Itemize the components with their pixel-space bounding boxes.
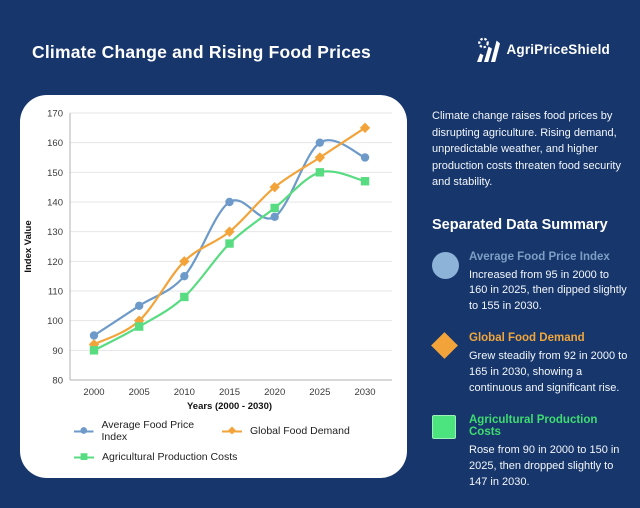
svg-text:80: 80: [52, 376, 63, 387]
legend-item-food-demand: Global Food Demand: [220, 425, 350, 437]
summary-item-food-demand: Global Food Demand Grew steadily from 92…: [431, 332, 630, 397]
page-title: Climate Change and Rising Food Prices: [32, 42, 371, 62]
svg-text:Years (2000 - 2030): Years (2000 - 2030): [187, 401, 272, 412]
svg-text:2030: 2030: [354, 387, 375, 398]
svg-text:2015: 2015: [219, 387, 240, 398]
summary-item-text: Rose from 90 in 2000 to 150 in 2025, the…: [469, 444, 620, 488]
summary-item-label: Global Food Demand: [469, 332, 585, 345]
svg-text:2000: 2000: [83, 387, 104, 398]
svg-text:2010: 2010: [174, 387, 195, 398]
diamond-icon: [431, 332, 458, 360]
svg-text:Index Value: Index Value: [23, 220, 34, 272]
summary-item-text: Grew steadily from 92 in 2000 to 165 in …: [469, 350, 628, 395]
summary-panel: Climate change raises food prices by dis…: [431, 108, 630, 508]
svg-text:110: 110: [48, 287, 63, 298]
summary-title: Separated Data Summary: [432, 216, 608, 233]
chart-legend: Average Food Price Index Global Food Dem…: [72, 419, 397, 463]
svg-text:120: 120: [47, 257, 63, 268]
svg-text:2025: 2025: [309, 387, 330, 398]
square-icon: [432, 415, 456, 440]
summary-item-label: Average Food Price Index: [469, 250, 610, 263]
summary-item-production-costs: Agricultural Production Costs Rose from …: [432, 414, 630, 491]
chart-card: 80 90 100 110 120 130 140 150 160 170 2000 2005 2010…: [20, 95, 407, 478]
svg-text:170: 170: [47, 109, 63, 120]
svg-text:160: 160: [47, 138, 63, 149]
circle-icon: [432, 251, 459, 279]
agri-shield-icon: [477, 37, 501, 62]
line-chart: 80 90 100 110 120 130 140 150 160 170 2000 2005 2010…: [23, 109, 392, 412]
summary-item-price-index: Average Food Price Index Increased from …: [432, 251, 630, 316]
svg-text:2020: 2020: [264, 387, 285, 398]
legend-marker-diamond-icon: [222, 426, 242, 435]
legend-item-production-costs: Agricultural Production Costs: [72, 451, 397, 463]
svg-text:2005: 2005: [129, 387, 150, 398]
intro-text: Climate change raises food prices by dis…: [432, 110, 621, 188]
svg-text:100: 100: [47, 316, 63, 327]
brand-name: AgriPriceShield: [506, 42, 610, 57]
svg-text:150: 150: [47, 168, 63, 179]
legend-marker-circle-icon: [73, 427, 94, 434]
summary-item-label: Agricultural Production Costs: [469, 414, 598, 439]
legend-label: Average Food Price Index: [101, 419, 195, 443]
legend-marker-square-icon: [74, 453, 94, 460]
legend-label: Global Food Demand: [250, 425, 350, 437]
svg-text:140: 140: [47, 198, 63, 209]
infographic-root: { "header": { "title": "Climate Change a…: [20, 36, 628, 488]
legend-label: Agricultural Production Costs: [102, 451, 238, 463]
svg-text:130: 130: [47, 227, 63, 238]
svg-text:90: 90: [52, 346, 63, 357]
brand-logo: AgriPriceShield: [475, 36, 610, 63]
legend-item-price-index: Average Food Price Index: [72, 419, 220, 443]
summary-item-text: Increased from 95 in 2000 to 160 in 2025…: [469, 268, 627, 313]
